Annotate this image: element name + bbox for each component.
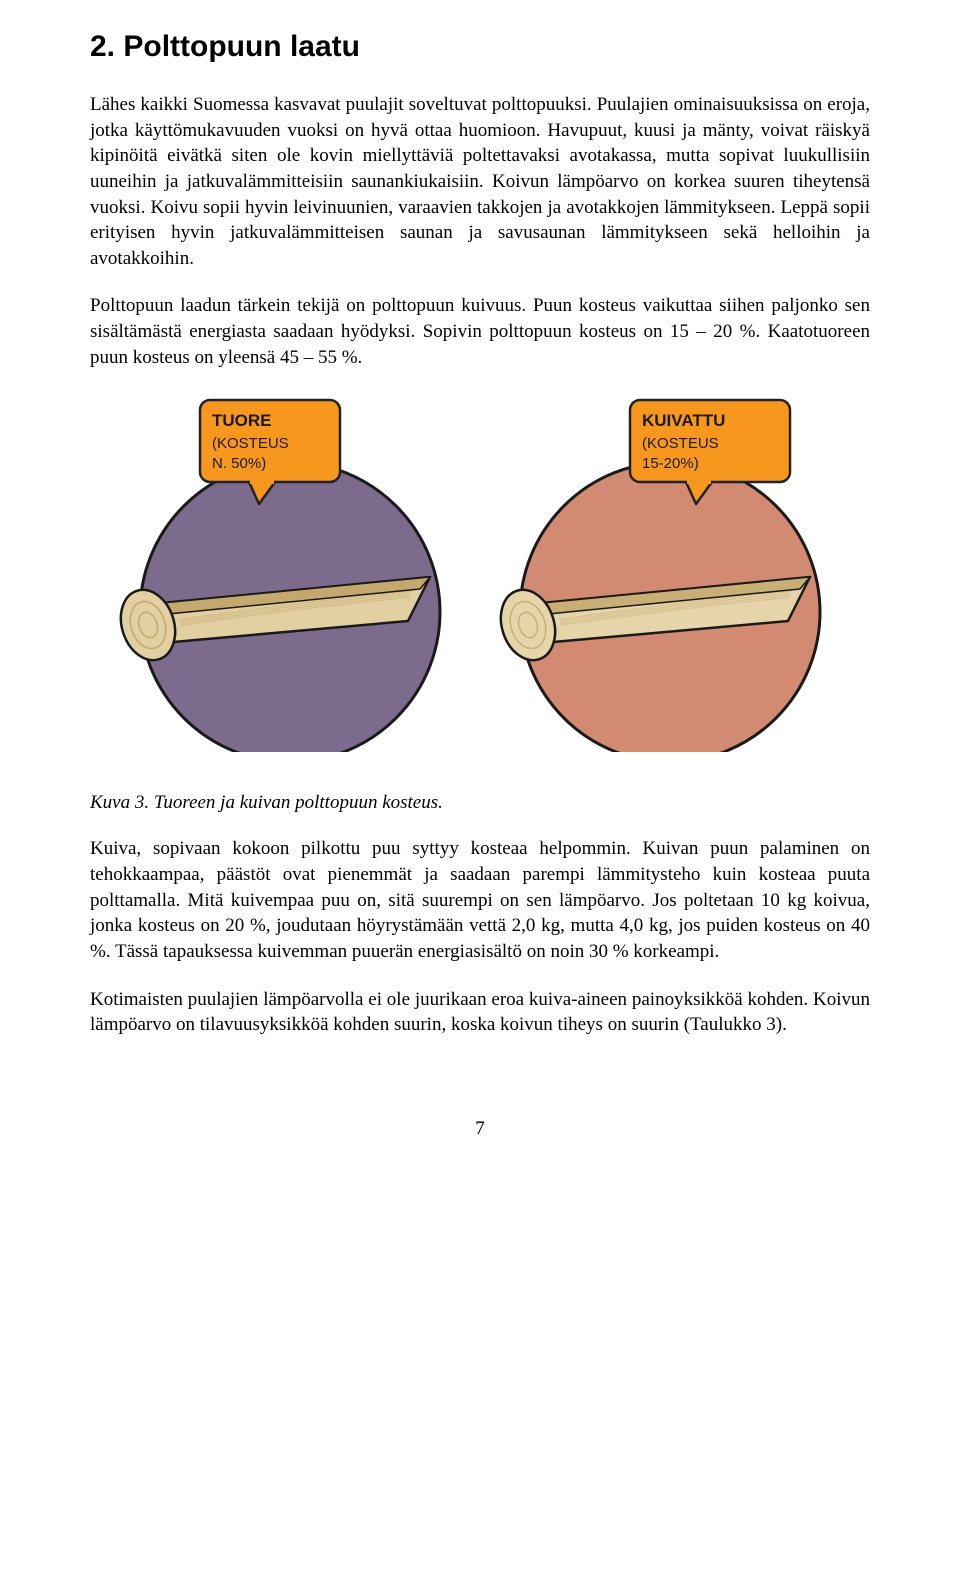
wood-moisture-diagram: TUORE (KOSTEUS N. 50%) KUIVATTU (KOSTEUS 15-2… <box>100 392 860 752</box>
paragraph-2: Polttopuun laadun tärkein tekijä on polt… <box>90 293 870 370</box>
figure-wood-moisture: TUORE (KOSTEUS N. 50%) KUIVATTU (KOSTEUS 15-2… <box>90 392 870 752</box>
figure-caption: Kuva 3. Tuoreen ja kuivan polttopuun kos… <box>90 792 870 814</box>
paragraph-3: Kuiva, sopivaan kokoon pilkottu puu sytt… <box>90 836 870 964</box>
document-page: 2. Polttopuun laatu Lähes kaikki Suomess… <box>0 0 960 1190</box>
paragraph-1: Lähes kaikki Suomessa kasvavat puulajit … <box>90 92 870 271</box>
page-number: 7 <box>90 1118 870 1140</box>
svg-text:(KOSTEUS: (KOSTEUS <box>642 435 719 452</box>
svg-text:(KOSTEUS: (KOSTEUS <box>212 435 289 452</box>
svg-text:KUIVATTU: KUIVATTU <box>642 411 725 430</box>
section-heading: 2. Polttopuun laatu <box>90 30 870 64</box>
svg-text:N. 50%): N. 50%) <box>212 455 266 472</box>
svg-text:TUORE: TUORE <box>212 411 272 430</box>
paragraph-4: Kotimaisten puulajien lämpöarvolla ei ol… <box>90 987 870 1038</box>
svg-text:15-20%): 15-20%) <box>642 455 699 472</box>
